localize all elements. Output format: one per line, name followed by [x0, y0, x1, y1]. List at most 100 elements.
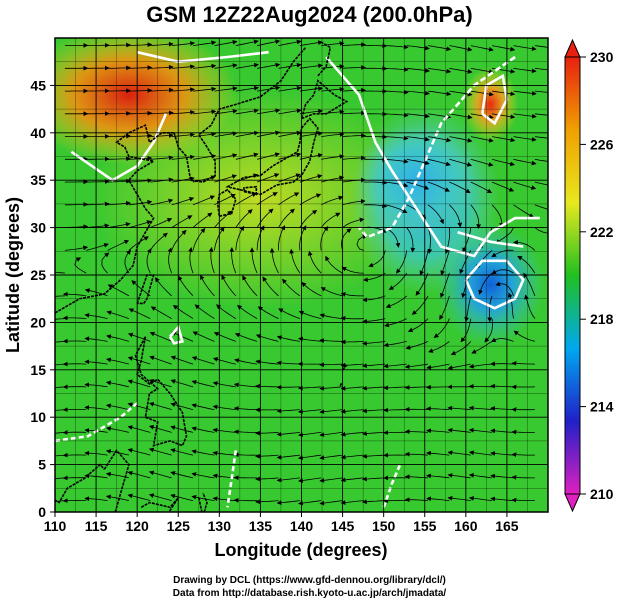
- coastline-segment: [103, 449, 130, 512]
- streamline: [278, 108, 302, 115]
- streamline: [106, 334, 130, 342]
- streamline: [171, 331, 194, 342]
- streamline: [341, 266, 364, 274]
- streamline: [491, 204, 505, 228]
- streamline: [235, 209, 253, 228]
- streamline: [128, 236, 149, 251]
- streamline: [449, 158, 473, 167]
- temperature-field: [55, 38, 548, 512]
- warm-maximum: [462, 66, 519, 143]
- x-tick-label: 130: [208, 518, 232, 534]
- streamline: [468, 427, 493, 433]
- streamline: [404, 451, 429, 457]
- streamline: [191, 403, 215, 410]
- streamline: [447, 495, 471, 501]
- colorbar-tick-label: 218: [590, 311, 614, 327]
- streamline: [340, 431, 364, 437]
- streamline: [384, 318, 407, 328]
- streamline: [426, 363, 450, 370]
- streamline: [257, 306, 279, 319]
- colorbar-tick-label: 222: [590, 224, 614, 240]
- streamline: [212, 450, 236, 456]
- streamline: [278, 192, 300, 206]
- streamline: [385, 295, 407, 309]
- streamline: [362, 476, 386, 482]
- streamline: [299, 63, 324, 69]
- streamline: [491, 181, 515, 192]
- streamline: [406, 67, 430, 73]
- streamline: [406, 136, 430, 142]
- streamline: [406, 90, 430, 96]
- streamline: [426, 428, 450, 434]
- streamline: [490, 406, 514, 411]
- streamline: [62, 498, 87, 504]
- streamline: [383, 341, 407, 348]
- streamline: [278, 173, 301, 183]
- streamline: [191, 472, 215, 479]
- streamline: [127, 493, 151, 501]
- streamline: [320, 212, 341, 228]
- streamline: [490, 473, 514, 479]
- streamline: [105, 494, 129, 501]
- streamline: [171, 41, 195, 46]
- streamline: [464, 295, 472, 323]
- streamline: [513, 136, 537, 142]
- streamline: [427, 181, 450, 192]
- streamline: [513, 330, 536, 342]
- streamline: [127, 448, 151, 456]
- streamline: [233, 475, 258, 481]
- streamline: [86, 242, 109, 251]
- streamline: [212, 496, 236, 502]
- coastline-segment: [140, 497, 179, 512]
- streamline: [62, 291, 87, 297]
- streamline: [495, 227, 514, 244]
- streamline: [470, 136, 494, 143]
- x-tick-label: 160: [454, 518, 478, 534]
- streamline: [62, 452, 87, 458]
- temperature-contour: [226, 450, 238, 508]
- streamline: [233, 497, 258, 503]
- streamline: [278, 308, 301, 319]
- streamline: [194, 304, 215, 319]
- streamline: [340, 292, 364, 297]
- streamline: [362, 453, 386, 459]
- streamline: [491, 269, 514, 275]
- streamline: [427, 136, 452, 143]
- streamline: [234, 358, 258, 365]
- credit-data-source: Data from http://database.rish.kyoto-u.a…: [172, 588, 447, 599]
- streamline: [513, 90, 537, 96]
- streamline: [492, 90, 516, 97]
- streamline: [427, 45, 452, 52]
- streamline: [192, 40, 217, 46]
- streamline: [150, 110, 174, 116]
- colorbar-min-arrow: [564, 493, 581, 513]
- temperature-contour: [481, 73, 509, 126]
- credit-block: Drawing by DCL (https://www.gfd-dennou.o…: [0, 574, 619, 600]
- streamline: [511, 429, 535, 435]
- streamline: [340, 339, 364, 345]
- streamline: [363, 157, 388, 163]
- colorbar-tick-label: 210: [590, 486, 614, 502]
- streamline: [297, 385, 322, 391]
- x-axis-title: Longitude (degrees): [214, 540, 387, 560]
- streamline: [214, 131, 238, 137]
- coastline-segment: [339, 382, 343, 387]
- streamline: [278, 39, 302, 46]
- streamline: [235, 39, 259, 46]
- streamline: [363, 43, 388, 49]
- streamline: [282, 278, 301, 297]
- streamline: [299, 40, 323, 46]
- streamline: [55, 341, 65, 343]
- streamline: [128, 65, 153, 70]
- streamline: [106, 357, 129, 365]
- streamline: [319, 432, 343, 438]
- streamline: [297, 409, 322, 414]
- streamline: [255, 430, 279, 436]
- streamline: [307, 250, 322, 274]
- temperature-contour: [55, 402, 139, 443]
- streamline: [490, 496, 514, 502]
- streamline: [149, 402, 172, 410]
- streamline: [534, 136, 548, 139]
- streamline: [449, 113, 473, 120]
